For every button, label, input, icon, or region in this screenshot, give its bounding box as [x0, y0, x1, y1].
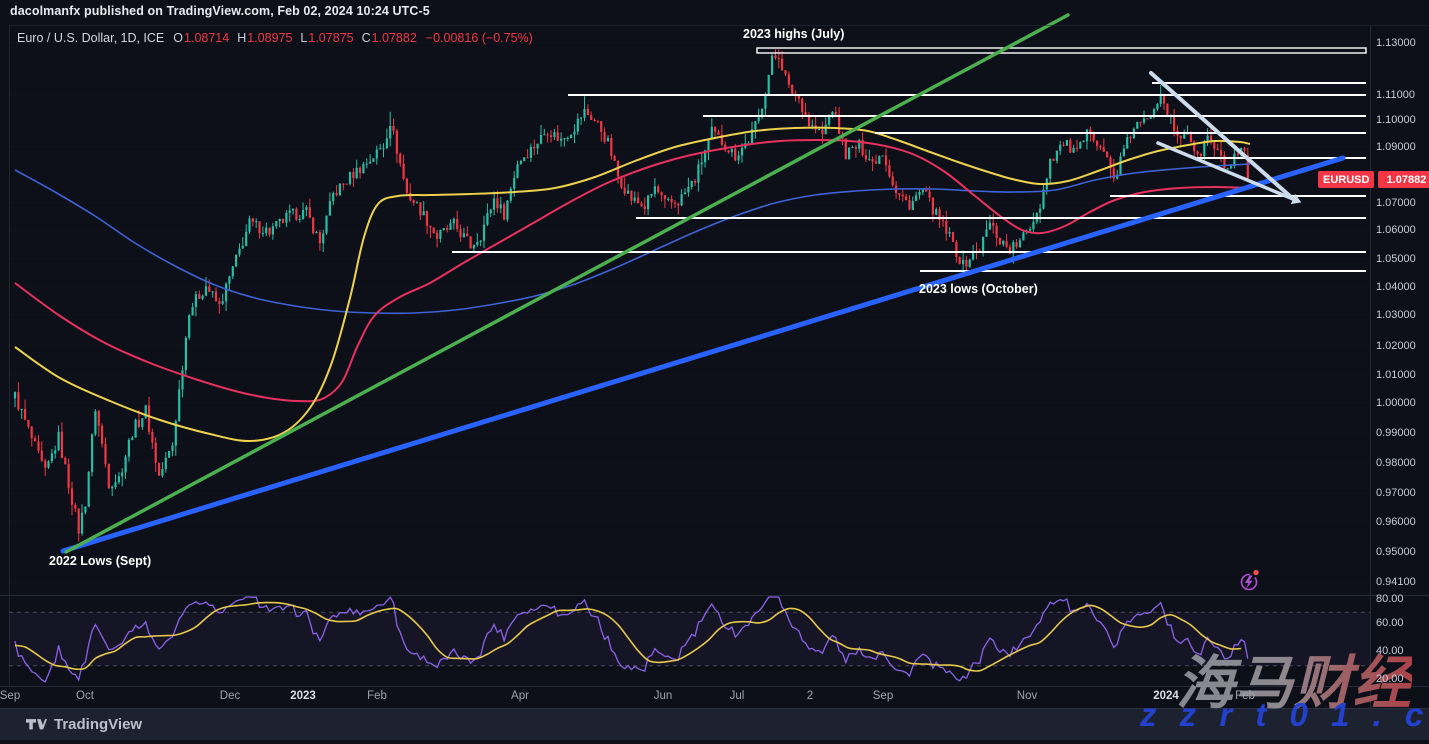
- ma-blue: [14, 163, 1251, 315]
- time-axis-separator: [0, 686, 1429, 687]
- rsi-ma-line: [14, 601, 1242, 672]
- rsi-pane-separator: [0, 595, 1429, 596]
- price-axis[interactable]: [1370, 25, 1429, 686]
- trendline-arrowhead: [1290, 193, 1302, 205]
- candle-bodies-up: [13, 55, 1243, 534]
- uptrend-from-2022-lows: [60, 155, 1346, 554]
- candle-bodies-down: [17, 55, 1249, 534]
- falling-wedge-lower: [1156, 141, 1295, 201]
- tradingview-logo-icon: [26, 718, 47, 729]
- ma-pink: [14, 138, 1251, 403]
- steep-uptrend-green: [64, 13, 1070, 554]
- rsi-line: [14, 595, 1249, 683]
- price-axis-separator: [1370, 25, 1371, 708]
- time-axis[interactable]: [0, 687, 1370, 707]
- badge-price: 1.07882: [1378, 171, 1429, 188]
- ma-yellow: [14, 126, 1251, 443]
- falling-wedge-upper: [1149, 71, 1293, 199]
- topbar-separator: [9, 25, 1429, 26]
- level-zone-2023-highs: [756, 47, 1367, 54]
- flash-icon[interactable]: [1240, 569, 1259, 591]
- footer-toolbar: TradingView: [0, 708, 1429, 740]
- tradingview-logo[interactable]: TradingView: [26, 716, 142, 733]
- tradingview-logo-text: TradingView: [54, 716, 143, 733]
- last-price-badge: EURUSD 1.07882: [1318, 171, 1429, 188]
- badge-symbol: EURUSD: [1318, 171, 1375, 188]
